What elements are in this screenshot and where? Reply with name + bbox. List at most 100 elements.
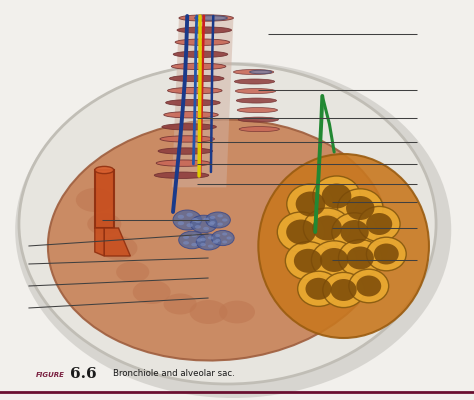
Ellipse shape (286, 220, 316, 244)
Ellipse shape (190, 300, 228, 324)
Ellipse shape (340, 220, 369, 244)
Ellipse shape (186, 213, 193, 217)
Ellipse shape (201, 243, 206, 246)
Ellipse shape (210, 221, 215, 224)
Polygon shape (95, 228, 104, 256)
Ellipse shape (346, 246, 374, 270)
Ellipse shape (186, 223, 193, 227)
Ellipse shape (179, 231, 205, 249)
Ellipse shape (208, 236, 213, 240)
Ellipse shape (164, 112, 218, 118)
Ellipse shape (178, 215, 184, 219)
Ellipse shape (313, 176, 360, 216)
Ellipse shape (356, 276, 381, 296)
Ellipse shape (173, 51, 228, 58)
Ellipse shape (191, 243, 197, 246)
Ellipse shape (183, 235, 189, 239)
Ellipse shape (311, 241, 357, 279)
Ellipse shape (320, 248, 348, 272)
Ellipse shape (87, 213, 121, 235)
Ellipse shape (215, 239, 220, 242)
Ellipse shape (222, 232, 227, 236)
Ellipse shape (133, 280, 171, 304)
Ellipse shape (201, 238, 206, 241)
Ellipse shape (238, 117, 279, 122)
Ellipse shape (338, 240, 382, 276)
Ellipse shape (195, 225, 201, 229)
Ellipse shape (211, 230, 234, 246)
Ellipse shape (192, 218, 198, 222)
Ellipse shape (178, 221, 184, 225)
Ellipse shape (218, 222, 223, 226)
Ellipse shape (219, 301, 255, 323)
Ellipse shape (337, 189, 383, 227)
Ellipse shape (215, 234, 220, 237)
Ellipse shape (156, 160, 210, 166)
Ellipse shape (179, 15, 233, 21)
Ellipse shape (208, 222, 214, 226)
Ellipse shape (322, 184, 351, 208)
Ellipse shape (366, 237, 406, 271)
Ellipse shape (222, 218, 228, 222)
Ellipse shape (374, 244, 399, 264)
Ellipse shape (208, 244, 213, 248)
Ellipse shape (191, 234, 197, 237)
Ellipse shape (250, 70, 272, 74)
Text: Bronchiole and alveolar sac.: Bronchiole and alveolar sac. (113, 369, 235, 378)
Ellipse shape (100, 236, 137, 260)
Ellipse shape (19, 64, 436, 384)
Ellipse shape (323, 272, 365, 308)
Polygon shape (172, 18, 233, 187)
Ellipse shape (358, 206, 400, 242)
Ellipse shape (173, 210, 201, 230)
Ellipse shape (194, 16, 228, 20)
Ellipse shape (203, 227, 209, 230)
Polygon shape (95, 170, 114, 228)
Ellipse shape (312, 216, 342, 240)
Ellipse shape (95, 166, 114, 174)
Ellipse shape (196, 234, 221, 250)
Ellipse shape (183, 241, 189, 245)
Ellipse shape (210, 216, 215, 219)
Ellipse shape (277, 212, 325, 252)
Ellipse shape (164, 294, 197, 314)
Ellipse shape (332, 213, 377, 251)
Text: FIGURE: FIGURE (36, 372, 64, 378)
Ellipse shape (233, 70, 274, 74)
Ellipse shape (195, 219, 201, 223)
Ellipse shape (349, 269, 389, 303)
Ellipse shape (366, 213, 392, 235)
Ellipse shape (155, 172, 209, 178)
Ellipse shape (169, 75, 224, 82)
Ellipse shape (239, 127, 279, 132)
Ellipse shape (236, 98, 277, 103)
Text: 6.6: 6.6 (70, 367, 96, 381)
Ellipse shape (330, 279, 356, 301)
Ellipse shape (15, 62, 451, 398)
Ellipse shape (206, 212, 230, 228)
Ellipse shape (162, 124, 216, 130)
Ellipse shape (172, 63, 226, 70)
Ellipse shape (227, 236, 232, 240)
Ellipse shape (175, 39, 229, 45)
Ellipse shape (287, 184, 334, 224)
Ellipse shape (294, 249, 322, 273)
Ellipse shape (285, 242, 331, 280)
Ellipse shape (218, 214, 223, 218)
Ellipse shape (177, 27, 231, 33)
Polygon shape (104, 228, 130, 256)
Ellipse shape (196, 238, 202, 242)
Ellipse shape (222, 240, 227, 244)
Ellipse shape (160, 136, 214, 142)
Ellipse shape (305, 278, 332, 300)
Ellipse shape (158, 148, 212, 154)
Ellipse shape (346, 196, 374, 220)
Ellipse shape (191, 215, 217, 233)
Ellipse shape (258, 154, 429, 338)
Ellipse shape (235, 88, 276, 94)
Ellipse shape (296, 192, 325, 216)
Ellipse shape (168, 87, 222, 94)
Ellipse shape (298, 271, 339, 306)
Ellipse shape (116, 262, 149, 282)
Ellipse shape (234, 79, 274, 84)
